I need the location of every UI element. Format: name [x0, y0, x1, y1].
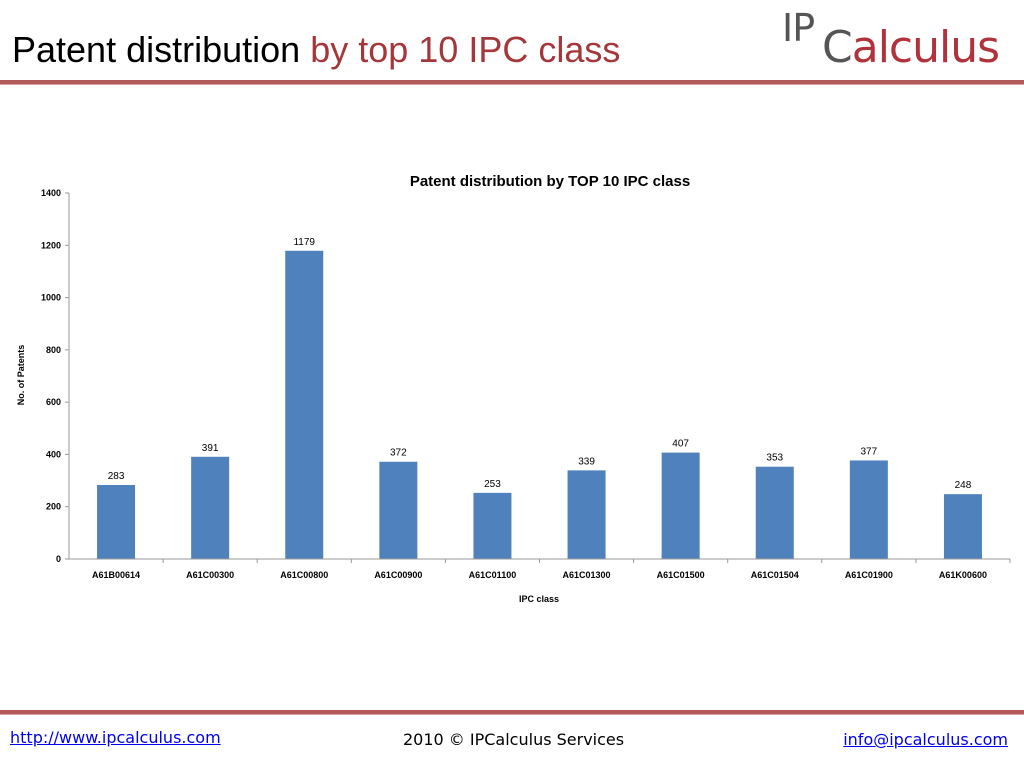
- data-label: 339: [578, 456, 595, 467]
- x-tick-label: A61K00600: [939, 570, 987, 580]
- y-axis: 0 200 400 600 800 1000 1200 1400: [41, 188, 70, 564]
- slide-title: Patent distribution by top 10 IPC class: [12, 28, 620, 72]
- x-tick-label: A61C01900: [845, 570, 893, 580]
- slide-title-accent: by top 10 IPC class: [310, 29, 621, 70]
- y-tick-label: 200: [46, 502, 61, 512]
- x-tick-label: A61C01504: [751, 570, 799, 580]
- data-label: 1179: [293, 237, 315, 248]
- x-axis: A61B00614 A61C00300 A61C00800 A61C00900 A61C…: [69, 558, 1011, 580]
- x-tick-label: A61C01500: [657, 570, 705, 580]
- data-label: 377: [861, 446, 878, 457]
- bar-A61C01504: [755, 466, 794, 559]
- data-label: 353: [766, 453, 783, 464]
- logo-alculus: alculus: [851, 22, 1000, 73]
- x-axis-title: IPC class: [519, 594, 559, 604]
- y-tick-label: 400: [46, 449, 61, 459]
- bar-A61C00300: [191, 456, 230, 559]
- y-tick-label: 0: [56, 554, 61, 564]
- bar-A61C01100: [473, 492, 512, 559]
- x-tick-label: A61C00800: [280, 570, 328, 580]
- data-label: 391: [202, 443, 219, 454]
- x-tick-label: A61C01300: [563, 570, 611, 580]
- data-label: 248: [955, 480, 972, 491]
- y-tick-label: 1000: [41, 293, 61, 303]
- x-tick-label: A61C01100: [469, 570, 517, 580]
- ipcalculus-logo: IP Calculus: [782, 6, 1002, 78]
- y-axis-title: No. of Patents: [16, 345, 26, 406]
- bars: 283 391 1179 372 253 339 407 353 377 248: [97, 237, 982, 560]
- data-label: 283: [108, 471, 125, 482]
- footer-divider: [0, 710, 1024, 715]
- header-divider: [0, 80, 1024, 85]
- data-label: 407: [672, 439, 689, 450]
- bar-A61C01900: [849, 460, 888, 559]
- logo-ip: IP: [782, 6, 815, 50]
- x-tick-label: A61C00900: [374, 570, 422, 580]
- bar-A61C00900: [379, 461, 418, 559]
- chart-title: Patent distribution by TOP 10 IPC class: [410, 173, 690, 190]
- y-tick-label: 600: [46, 397, 61, 407]
- data-label: 372: [390, 448, 407, 459]
- data-label: 253: [484, 479, 501, 490]
- bar-A61C01500: [661, 452, 700, 559]
- y-tick-label: 800: [46, 345, 61, 355]
- copyright-text: 2010 © IPCalculus Services: [403, 730, 625, 749]
- bar-A61K00600: [943, 494, 982, 559]
- email-link[interactable]: info@ipcalculus.com: [843, 730, 1008, 749]
- y-tick-label: 1400: [41, 188, 61, 198]
- y-tick-label: 1200: [41, 240, 61, 250]
- bar-A61B00614: [97, 485, 136, 559]
- x-tick-label: A61B00614: [92, 570, 140, 580]
- bar-A61C00800: [285, 250, 324, 560]
- bar-A61C01300: [567, 470, 606, 559]
- logo-calculus: Calculus: [822, 22, 1000, 73]
- bar-chart: Patent distribution by TOP 10 IPC class …: [16, 173, 1011, 604]
- slide-title-main: Patent distribution: [12, 29, 301, 70]
- website-link[interactable]: http://www.ipcalculus.com: [10, 728, 221, 747]
- logo-c: C: [822, 22, 853, 73]
- x-tick-label: A61C00300: [186, 570, 234, 580]
